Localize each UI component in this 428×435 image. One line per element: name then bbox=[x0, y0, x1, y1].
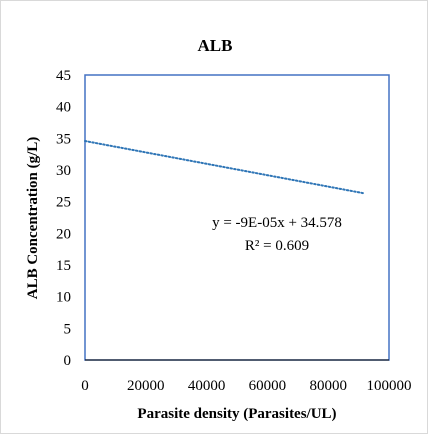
y-axis-title: ALB Concentration (g/L) bbox=[25, 137, 41, 300]
y-tick-label: 40 bbox=[56, 100, 71, 116]
x-tick-label: 100000 bbox=[367, 378, 412, 394]
y-tick-label: 45 bbox=[56, 68, 71, 84]
chart-title: ALB bbox=[198, 36, 233, 55]
x-axis-title: Parasite density (Parasites/UL) bbox=[137, 406, 336, 422]
x-tick-label: 0 bbox=[81, 378, 89, 394]
y-tick-label: 35 bbox=[56, 131, 71, 147]
trendline bbox=[84, 140, 366, 195]
x-tick-label: 60000 bbox=[249, 378, 287, 394]
trendline-r-squared: R² = 0.609 bbox=[245, 238, 309, 254]
trendline-equation: y = -9E-05x + 34.578 bbox=[212, 215, 342, 231]
x-tick-label: 80000 bbox=[309, 378, 347, 394]
y-tick-label: 5 bbox=[64, 321, 72, 337]
y-tick-label: 10 bbox=[56, 290, 71, 306]
y-tick-label: 20 bbox=[56, 226, 71, 242]
y-tick-label: 0 bbox=[64, 353, 72, 369]
x-axis-ticks: 0 20000 40000 60000 80000 100000 bbox=[81, 378, 411, 394]
y-axis-ticks: 0 5 10 15 20 25 30 35 40 45 bbox=[56, 68, 71, 369]
y-tick-label: 30 bbox=[56, 163, 71, 179]
x-tick-label: 40000 bbox=[188, 378, 226, 394]
y-tick-label: 25 bbox=[56, 195, 71, 211]
y-tick-label: 15 bbox=[56, 258, 71, 274]
plot-area bbox=[84, 74, 390, 361]
x-tick-label: 20000 bbox=[127, 378, 165, 394]
